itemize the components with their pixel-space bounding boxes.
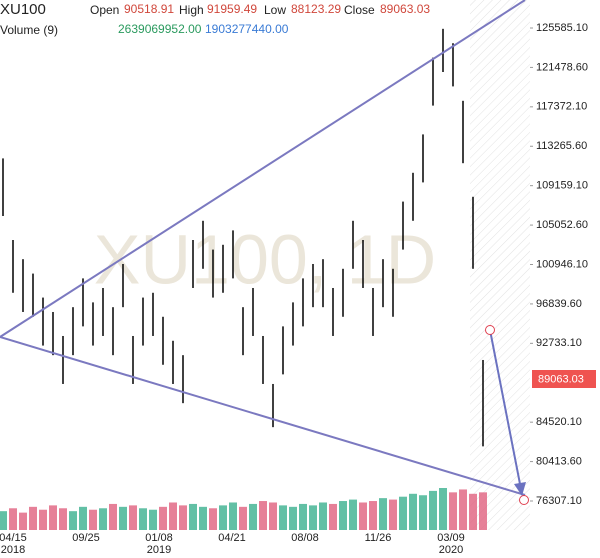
y-tick-label: 113265.60 (536, 140, 587, 152)
y-tick-label: 84520.10 (536, 416, 582, 428)
volume-bar (309, 505, 317, 530)
volume-bar (209, 508, 217, 530)
trend-line (0, 336, 526, 496)
volume-bar (119, 506, 127, 530)
volume-bar (219, 505, 227, 530)
trend-line (0, 0, 526, 338)
value: 2639069952.00 (118, 22, 202, 36)
future-area (470, 0, 530, 530)
volume-bar (0, 511, 7, 530)
y-tick-label: 80413.60 (536, 455, 582, 467)
x-tick-label: 09/25 (72, 532, 100, 544)
arrow-head (514, 482, 526, 496)
volume-bar (159, 506, 167, 530)
volume-bar (469, 493, 477, 530)
y-tick-label: 92733.10 (536, 337, 582, 349)
value: 89063.03 (380, 2, 430, 16)
volume-bar (229, 502, 237, 530)
price-tag (532, 370, 596, 388)
value: 88123.29 (291, 2, 341, 16)
volume-bar (9, 508, 17, 530)
volume-bar (59, 508, 67, 530)
y-tick-label: 109159.10 (536, 180, 588, 192)
volume-bar (29, 506, 37, 530)
volume-bar (49, 505, 57, 530)
anchor (519, 495, 529, 505)
x-tick-label: 04/15 (0, 532, 27, 544)
label: Low (264, 3, 286, 17)
volume-bar (169, 502, 177, 530)
label: High (179, 3, 204, 17)
x-tick-label: 03/09 (437, 532, 465, 544)
volume-bar (139, 508, 147, 530)
volume-bar (399, 496, 407, 530)
volume-bar (289, 506, 297, 530)
volume-bar (89, 509, 97, 530)
x-tick-year: 2018 (1, 544, 25, 556)
volume-bar (269, 502, 277, 530)
y-tick-label: 96839.60 (536, 298, 582, 310)
volume-bar (39, 509, 47, 530)
volume-bar (369, 501, 377, 530)
x-tick-label: 11/26 (365, 532, 392, 544)
y-tick-label: 105052.60 (536, 219, 588, 231)
label: Close (344, 3, 375, 17)
y-tick-label: 100946.10 (536, 258, 588, 270)
volume-bar (199, 506, 207, 530)
volume-bar (259, 501, 267, 530)
volume-bar (179, 505, 187, 530)
volume-bar (79, 506, 87, 530)
value: 91959.49 (207, 2, 257, 16)
volume-bar (389, 499, 397, 530)
x-tick-label: 08/08 (291, 532, 319, 544)
value: 1903277440.00 (205, 22, 289, 36)
volume-bar (479, 492, 487, 530)
volume-bar (359, 502, 367, 530)
y-tick-label: 121478.60 (536, 61, 588, 73)
volume-bar (129, 505, 137, 530)
volume-bar (319, 502, 327, 530)
volume-bar (69, 511, 77, 530)
x-tick-label: 04/21 (218, 532, 246, 544)
volume-bar (349, 499, 357, 530)
watermark: XU100, 1D (94, 220, 436, 298)
volume-bar (329, 503, 337, 530)
x-tick-year: 2019 (147, 544, 171, 556)
volume-bar (99, 508, 107, 530)
x-tick-label: 01/08 (145, 532, 173, 544)
volume-bar (419, 495, 427, 530)
volume-bar (239, 506, 247, 530)
volume-bar (279, 505, 287, 530)
volume-bar (339, 501, 347, 530)
volume-bar (379, 498, 387, 530)
volume-bar (189, 503, 197, 530)
volume-bar (249, 503, 257, 530)
volume-bar (429, 490, 437, 530)
symbol: XU100 (0, 1, 46, 18)
value: 90518.91 (124, 2, 174, 16)
volume-label: Volume (9) (0, 23, 58, 37)
volume-bar (19, 512, 27, 530)
plot (0, 28, 487, 530)
volume-bar (109, 503, 117, 530)
volume-bar (409, 493, 417, 530)
volume-bar (149, 509, 157, 530)
y-tick-label: 117372.10 (536, 101, 587, 113)
volume-bar (439, 488, 447, 530)
arrow (489, 329, 521, 485)
anchor (485, 325, 495, 335)
volume-bar (459, 489, 467, 530)
volume-bar (449, 492, 457, 530)
price-tag-label: 89063.03 (538, 373, 584, 385)
x-tick-year: 2020 (439, 544, 463, 556)
volume-bar (299, 503, 307, 530)
y-tick-label: 76307.10 (536, 495, 582, 507)
y-tick-label: 125585.10 (536, 22, 588, 34)
label: Open (90, 3, 119, 17)
